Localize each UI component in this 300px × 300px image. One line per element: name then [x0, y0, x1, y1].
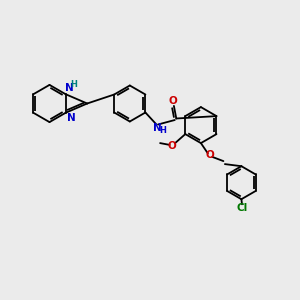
- Text: O: O: [169, 96, 178, 106]
- Text: O: O: [206, 150, 214, 160]
- Text: O: O: [168, 140, 176, 151]
- Text: N: N: [67, 113, 76, 123]
- Text: N: N: [65, 83, 74, 93]
- Text: N: N: [153, 122, 162, 133]
- Text: Cl: Cl: [236, 203, 247, 213]
- Text: H: H: [159, 126, 166, 135]
- Text: H: H: [70, 80, 77, 89]
